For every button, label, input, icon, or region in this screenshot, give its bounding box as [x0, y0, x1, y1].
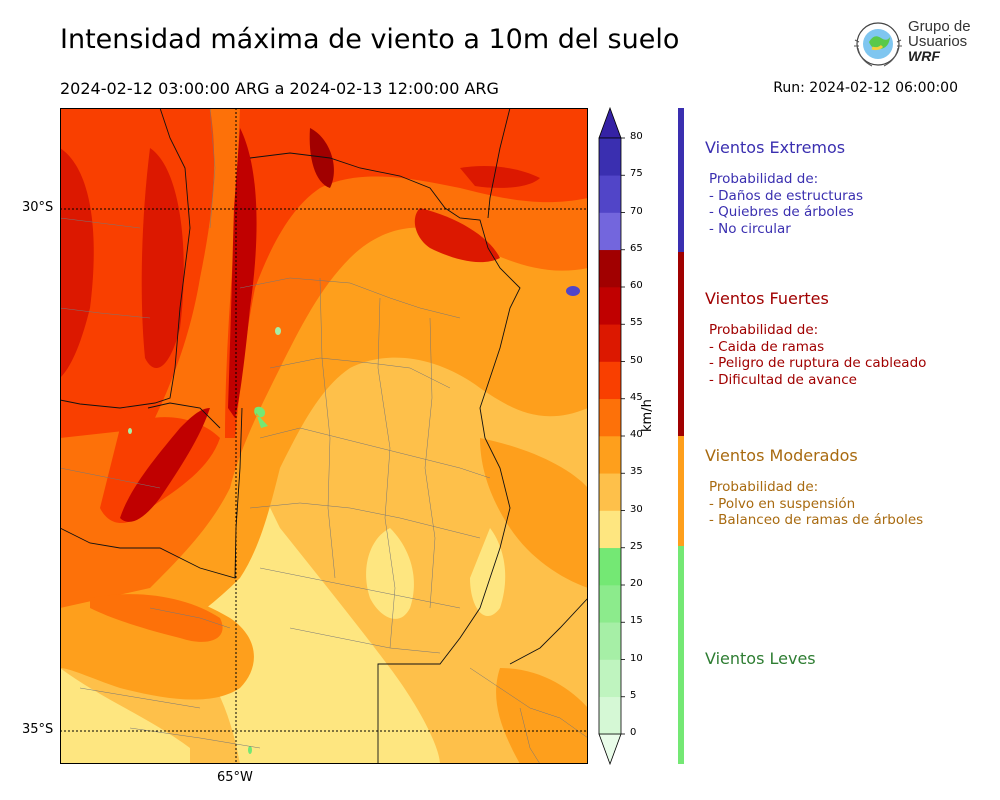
forecast-period: 2024-02-12 03:00:00 ARG a 2024-02-13 12:…	[60, 79, 499, 98]
grupo-wrf-logo	[854, 22, 902, 67]
colorbar-tick-label: 45	[630, 391, 643, 403]
category-description-line: - Peligro de ruptura de cableado	[709, 355, 927, 371]
logo-line-1: Grupo de	[908, 18, 971, 35]
category-title: Vientos Moderados	[705, 446, 858, 465]
category-title: Vientos Extremos	[705, 138, 846, 157]
colorbar-tick-label: 5	[630, 689, 637, 701]
colorbar-segment	[599, 436, 621, 474]
colorbar-segment	[599, 324, 621, 362]
category-description-line: - Caida de ramas	[709, 338, 825, 355]
colorbar-units: km/h	[640, 399, 655, 432]
colorbar-segment	[599, 622, 621, 660]
colorbar-tick-label: 30	[630, 503, 643, 515]
colorbar-tick-label: 80	[630, 131, 643, 142]
colorbar-segment	[599, 585, 621, 623]
category-description: Probabilidad de: - Daños de estructuras - …	[709, 171, 863, 237]
colorbar	[598, 106, 625, 766]
category-title: Vientos Fuertes	[705, 289, 829, 308]
colorbar-segment	[599, 212, 621, 251]
logo-line-3: WRF	[908, 48, 940, 64]
colorbar-segment	[599, 249, 621, 288]
colorbar-tick-label: 20	[630, 578, 643, 589]
colorbar-tick-label: 70	[630, 205, 643, 217]
colorbar-tick-label: 25	[630, 540, 643, 552]
category-description-line: - No circular	[709, 220, 791, 237]
wind-map	[60, 108, 588, 764]
category-description-line: Probabilidad de:	[709, 171, 819, 187]
category-description-line: - Dificultad de avance	[709, 371, 857, 388]
zone-green-spots	[254, 406, 268, 428]
colorbar-segment	[599, 696, 621, 735]
lat-label-35s: 35°S	[22, 722, 54, 737]
category-description-line: - Quiebres de árboles	[709, 204, 854, 220]
colorbar-tick-label: 0	[630, 727, 637, 738]
colorbar-extension-low	[598, 733, 622, 766]
colorbar-segment	[599, 473, 621, 511]
colorbar-tick-label: 60	[630, 280, 643, 291]
colorbar-segment	[599, 361, 621, 400]
category-title: Vientos Leves	[705, 649, 816, 668]
colorbar-tick-label: 75	[630, 168, 643, 180]
colorbar-segment	[599, 398, 621, 437]
map-title: Intensidad máxima de viento a 10m del su…	[60, 24, 680, 55]
logo-line-2: Usuarios	[908, 33, 968, 50]
colorbar-segment	[599, 175, 621, 213]
run-label: Run: 2024-02-12 06:00:00	[773, 80, 958, 96]
zone-light-yellow-2	[60, 668, 190, 764]
category-bar	[678, 108, 684, 252]
colorbar-segment	[599, 138, 621, 176]
category-description-line: Probabilidad de:	[709, 479, 819, 495]
colorbar-segment	[599, 287, 621, 325]
colorbar-segment	[599, 547, 621, 586]
zone-extreme-cell	[566, 286, 580, 296]
colorbar-tick-label: 55	[630, 317, 643, 329]
colorbar-tick-label: 10	[630, 652, 643, 664]
colorbar-extension-high	[598, 106, 622, 139]
colorbar-tick-label: 40	[630, 429, 643, 440]
category-description-line: - Balanceo de ramas de árboles	[709, 512, 924, 528]
colorbar-tick-label: 15	[630, 615, 643, 627]
category-bar	[678, 252, 684, 436]
category-description: Probabilidad de: - Caida de ramas - Peligr…	[709, 322, 926, 388]
colorbar-segment	[599, 510, 621, 549]
zone-deep-red-west	[60, 148, 94, 378]
lat-label-30s: 30°S	[22, 200, 54, 215]
category-description: Probabilidad de: - Polvo en suspensión - B…	[709, 479, 923, 529]
colorbar-tick-label: 50	[630, 354, 643, 366]
category-bar	[678, 546, 684, 764]
category-description-line: Probabilidad de:	[709, 322, 819, 338]
colorbar-tick-label: 65	[630, 242, 643, 254]
category-description-line: - Polvo en suspensión	[709, 495, 856, 512]
logo-text: Grupo de Usuarios WRF	[908, 19, 971, 64]
category-description-line: - Daños de estructuras	[709, 187, 864, 204]
colorbar-tick-label: 35	[630, 466, 643, 478]
category-bar	[678, 436, 684, 546]
lon-label-65w: 65°W	[217, 770, 253, 785]
colorbar-segment	[599, 659, 621, 698]
